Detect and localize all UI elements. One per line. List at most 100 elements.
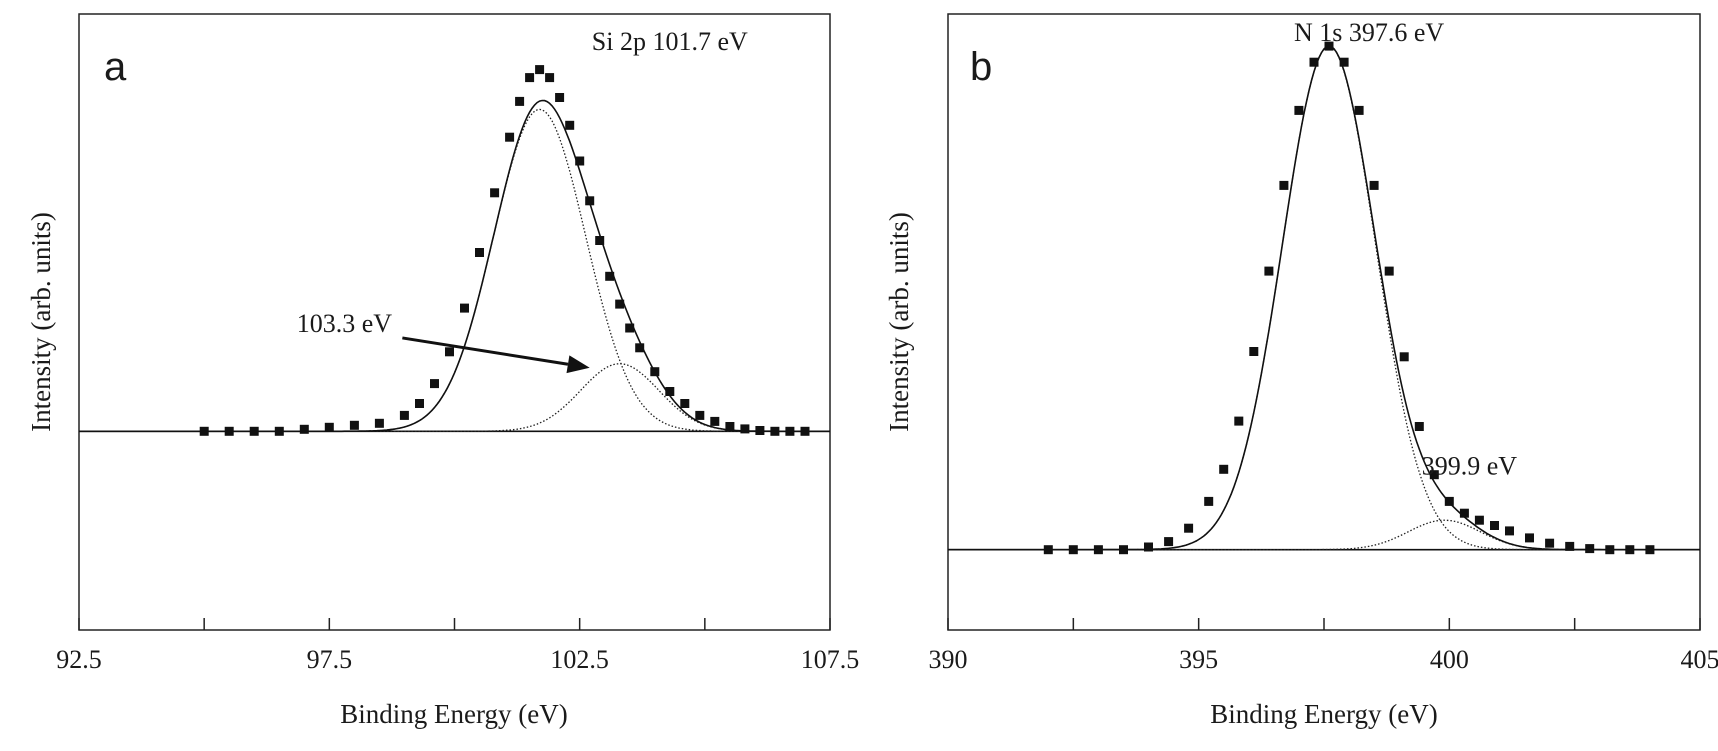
annotation-a-2: 103.3 eV xyxy=(297,309,393,338)
data-point-a xyxy=(299,424,309,434)
data-point-a xyxy=(565,120,575,130)
data-point-a xyxy=(680,399,690,408)
data-point-a xyxy=(615,299,625,309)
data-point-a xyxy=(460,303,469,313)
data-point-b xyxy=(1384,266,1394,276)
fit-component-b-1 xyxy=(948,45,1700,551)
data-point-b xyxy=(1093,545,1103,555)
data-point-b xyxy=(1399,352,1409,362)
data-point-b xyxy=(1625,545,1635,555)
data-point-a xyxy=(635,343,645,353)
panel-label-a: a xyxy=(104,45,127,89)
data-point-b xyxy=(1119,545,1128,555)
data-point-a xyxy=(625,323,635,333)
panel-label-b: b xyxy=(970,45,992,89)
data-point-a xyxy=(585,196,595,206)
x-tick-label-a: 107.5 xyxy=(801,645,860,674)
x-tick-label-a: 102.5 xyxy=(550,645,609,674)
data-point-a xyxy=(374,418,384,428)
x-tick-label-a: 92.5 xyxy=(56,645,102,674)
data-point-b xyxy=(1429,470,1439,480)
data-point-a xyxy=(800,426,810,436)
x-tick-label-a: 97.5 xyxy=(307,645,353,674)
data-point-a xyxy=(324,422,334,432)
data-point-a xyxy=(785,426,795,436)
data-point-a xyxy=(710,416,720,426)
y-axis-label-b: Intensity (arb. units) xyxy=(884,212,914,432)
data-point-b xyxy=(1459,508,1469,518)
data-point-a xyxy=(475,248,484,257)
x-ticks-a: 92.5 97.5 102.5 107.5 xyxy=(56,618,859,674)
data-points-a xyxy=(199,65,810,436)
data-point-b xyxy=(1164,537,1174,547)
data-point-b xyxy=(1219,464,1229,474)
data-point-a xyxy=(505,132,515,142)
data-point-a xyxy=(665,387,675,396)
data-point-a xyxy=(415,399,424,408)
data-point-b xyxy=(1354,105,1364,115)
x-tick-label-b: 405 xyxy=(1681,645,1718,674)
data-point-a xyxy=(695,410,705,420)
annotations-a: Si 2p 101.7 eV 103.3 eV xyxy=(297,27,748,374)
data-point-a xyxy=(545,73,555,83)
data-point-a xyxy=(249,426,259,436)
arrow-head-icon xyxy=(566,355,590,374)
data-point-b xyxy=(1339,57,1349,67)
data-point-b xyxy=(1444,496,1454,506)
data-point-a xyxy=(535,65,545,75)
data-point-b xyxy=(1565,541,1575,551)
data-point-b xyxy=(1204,496,1214,506)
x-tick-label-b: 390 xyxy=(929,645,968,674)
data-point-a xyxy=(490,188,500,198)
data-point-b xyxy=(1645,545,1655,555)
data-point-b xyxy=(1184,523,1194,533)
x-ticks-b: 390 395 400 405 xyxy=(929,618,1718,674)
data-point-b xyxy=(1474,515,1484,525)
plot-frame-a xyxy=(78,13,831,631)
data-point-a xyxy=(224,426,234,436)
data-point-a xyxy=(274,426,284,436)
annotations-b: N 1s 397.6 eV 399.9 eV xyxy=(1294,18,1517,481)
fit-curves-a xyxy=(79,99,830,433)
data-point-b xyxy=(1309,57,1319,67)
x-tick-label-b: 395 xyxy=(1179,645,1218,674)
data-point-a xyxy=(740,424,750,434)
data-point-a xyxy=(349,420,359,430)
data-point-b xyxy=(1068,545,1078,555)
data-point-b xyxy=(1043,545,1053,555)
data-point-a xyxy=(650,367,660,377)
data-point-a xyxy=(755,426,765,435)
data-point-a xyxy=(430,379,439,389)
y-axis-label-a: Intensity (arb. units) xyxy=(26,212,56,432)
annotation-a-1: Si 2p 101.7 eV xyxy=(592,27,748,56)
annotation-b-2: 399.9 eV xyxy=(1422,452,1518,481)
data-point-b xyxy=(1605,545,1615,555)
data-point-a xyxy=(515,96,525,106)
data-points-b xyxy=(1043,41,1655,555)
data-point-a xyxy=(525,73,535,83)
data-point-a xyxy=(199,426,209,436)
data-point-b xyxy=(1369,180,1379,190)
fit-component-a-1 xyxy=(79,108,830,432)
panel-a: a Binding Energy (eV) Intensity (arb. un… xyxy=(26,13,859,729)
fit-total-a xyxy=(79,99,830,433)
data-point-b xyxy=(1490,521,1499,530)
data-point-b xyxy=(1525,533,1534,543)
data-point-a xyxy=(595,236,605,245)
data-point-b xyxy=(1585,544,1595,554)
data-point-b xyxy=(1279,180,1289,190)
data-point-a xyxy=(445,347,454,357)
plot-frame-b xyxy=(947,13,1701,631)
data-point-a xyxy=(399,410,409,420)
x-axis-label-a: Binding Energy (eV) xyxy=(340,699,567,729)
data-point-b xyxy=(1324,41,1334,51)
data-point-a xyxy=(575,156,585,166)
data-point-b xyxy=(1545,538,1555,548)
x-tick-label-b: 400 xyxy=(1430,645,1469,674)
data-point-a xyxy=(725,422,735,431)
data-point-b xyxy=(1294,105,1304,115)
annotation-arrow-a xyxy=(402,336,569,366)
panel-b: b Binding Energy (eV) Intensity (arb. un… xyxy=(884,13,1718,729)
fit-curves-b xyxy=(948,45,1700,551)
